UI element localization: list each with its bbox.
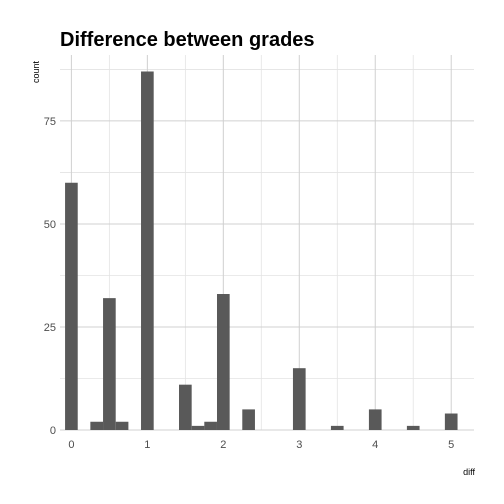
histogram-bar <box>368 409 382 430</box>
y-tick-label: 75 <box>44 116 56 128</box>
x-tick-label: 3 <box>296 439 302 451</box>
grid-lines <box>60 55 474 431</box>
x-tick-label: 1 <box>144 439 150 451</box>
histogram-bar <box>115 421 129 430</box>
histogram-bar <box>179 384 192 430</box>
y-tick-label: 0 <box>50 425 56 437</box>
y-axis-label: count <box>31 60 41 83</box>
y-tick-label: 50 <box>44 219 56 231</box>
histogram-bar <box>103 298 116 430</box>
histogram-bar <box>204 421 217 430</box>
histogram-bar <box>292 368 306 430</box>
histogram-bar <box>191 425 205 430</box>
x-tick-label: 4 <box>372 439 378 451</box>
histogram-bar <box>242 409 255 430</box>
x-axis-label: diff <box>463 467 475 477</box>
x-tick-label: 0 <box>68 439 74 451</box>
chart-title: Difference between grades <box>60 29 315 51</box>
histogram-bar <box>406 425 420 430</box>
histogram-bar <box>444 413 458 430</box>
bars <box>65 71 458 430</box>
histogram-bar <box>330 425 344 430</box>
histogram-bar <box>65 182 78 430</box>
histogram-bar <box>216 294 230 430</box>
y-tick-label: 25 <box>44 322 56 334</box>
x-tick-label: 5 <box>448 439 454 451</box>
histogram-bar <box>141 71 154 430</box>
x-tick-label: 2 <box>220 439 226 451</box>
histogram-bar <box>90 421 104 430</box>
